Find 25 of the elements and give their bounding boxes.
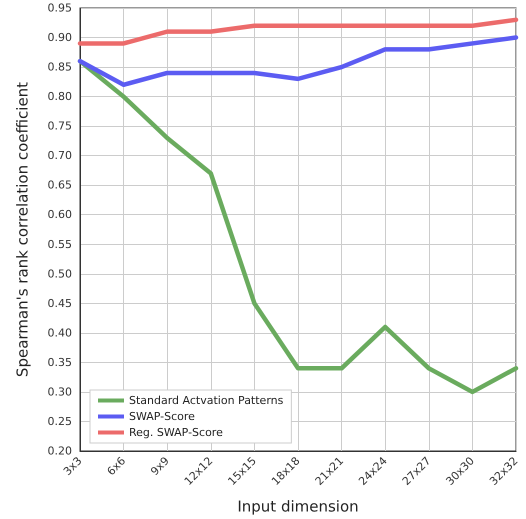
y-tick-label: 0.40 — [48, 326, 72, 340]
y-tick-label: 0.95 — [48, 2, 72, 14]
y-tick-label: 0.70 — [48, 149, 72, 162]
y-tick-label: 0.65 — [48, 178, 72, 192]
line-series — [78, 58, 518, 394]
y-tick-label: 0.75 — [48, 120, 72, 133]
y-tick-label: 0.60 — [48, 208, 72, 222]
x-axis-title: Input dimension — [237, 498, 359, 516]
y-tick-label: 0.35 — [48, 356, 72, 369]
y-axis-title: Spearman's rank correlation coefficient — [14, 82, 32, 378]
legend-label: Standard Actvation Patterns — [129, 394, 284, 407]
y-tick-label: 0.85 — [48, 60, 72, 74]
y-tick-label: 0.45 — [48, 296, 72, 310]
legend-label: Reg. SWAP-Score — [129, 426, 224, 439]
y-tick-label: 0.50 — [48, 267, 72, 280]
line-series — [78, 35, 518, 88]
y-tick-label: 0.30 — [48, 385, 72, 398]
x-tick-label: 9x9 — [148, 454, 172, 478]
y-tick-label: 0.80 — [48, 90, 72, 104]
y-tick-label: 0.55 — [48, 238, 72, 251]
legend-label: SWAP-Score — [129, 410, 196, 423]
y-tick-label: 0.25 — [48, 414, 72, 428]
y-tick-label: 0.90 — [48, 31, 72, 44]
x-tick-label: 6x6 — [104, 454, 128, 478]
line-series — [78, 18, 518, 46]
